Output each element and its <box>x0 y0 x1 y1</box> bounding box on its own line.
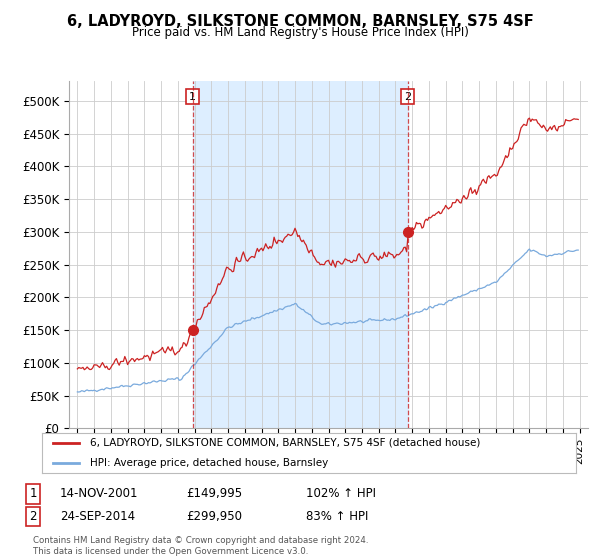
Text: 14-NOV-2001: 14-NOV-2001 <box>60 487 139 501</box>
Text: HPI: Average price, detached house, Barnsley: HPI: Average price, detached house, Barn… <box>90 458 328 468</box>
Text: £149,995: £149,995 <box>186 487 242 501</box>
Text: 2: 2 <box>404 92 411 101</box>
Text: Contains HM Land Registry data © Crown copyright and database right 2024.
This d: Contains HM Land Registry data © Crown c… <box>33 536 368 556</box>
Bar <box>193 81 407 428</box>
Text: 24-SEP-2014: 24-SEP-2014 <box>60 510 135 523</box>
Text: 1: 1 <box>29 487 37 501</box>
Text: 2: 2 <box>29 510 37 523</box>
Text: 6, LADYROYD, SILKSTONE COMMON, BARNSLEY, S75 4SF: 6, LADYROYD, SILKSTONE COMMON, BARNSLEY,… <box>67 14 533 29</box>
Text: 102% ↑ HPI: 102% ↑ HPI <box>306 487 376 501</box>
Text: Price paid vs. HM Land Registry's House Price Index (HPI): Price paid vs. HM Land Registry's House … <box>131 26 469 39</box>
Text: 6, LADYROYD, SILKSTONE COMMON, BARNSLEY, S75 4SF (detached house): 6, LADYROYD, SILKSTONE COMMON, BARNSLEY,… <box>90 438 481 448</box>
Text: 1: 1 <box>189 92 196 101</box>
Text: 83% ↑ HPI: 83% ↑ HPI <box>306 510 368 523</box>
Text: £299,950: £299,950 <box>186 510 242 523</box>
